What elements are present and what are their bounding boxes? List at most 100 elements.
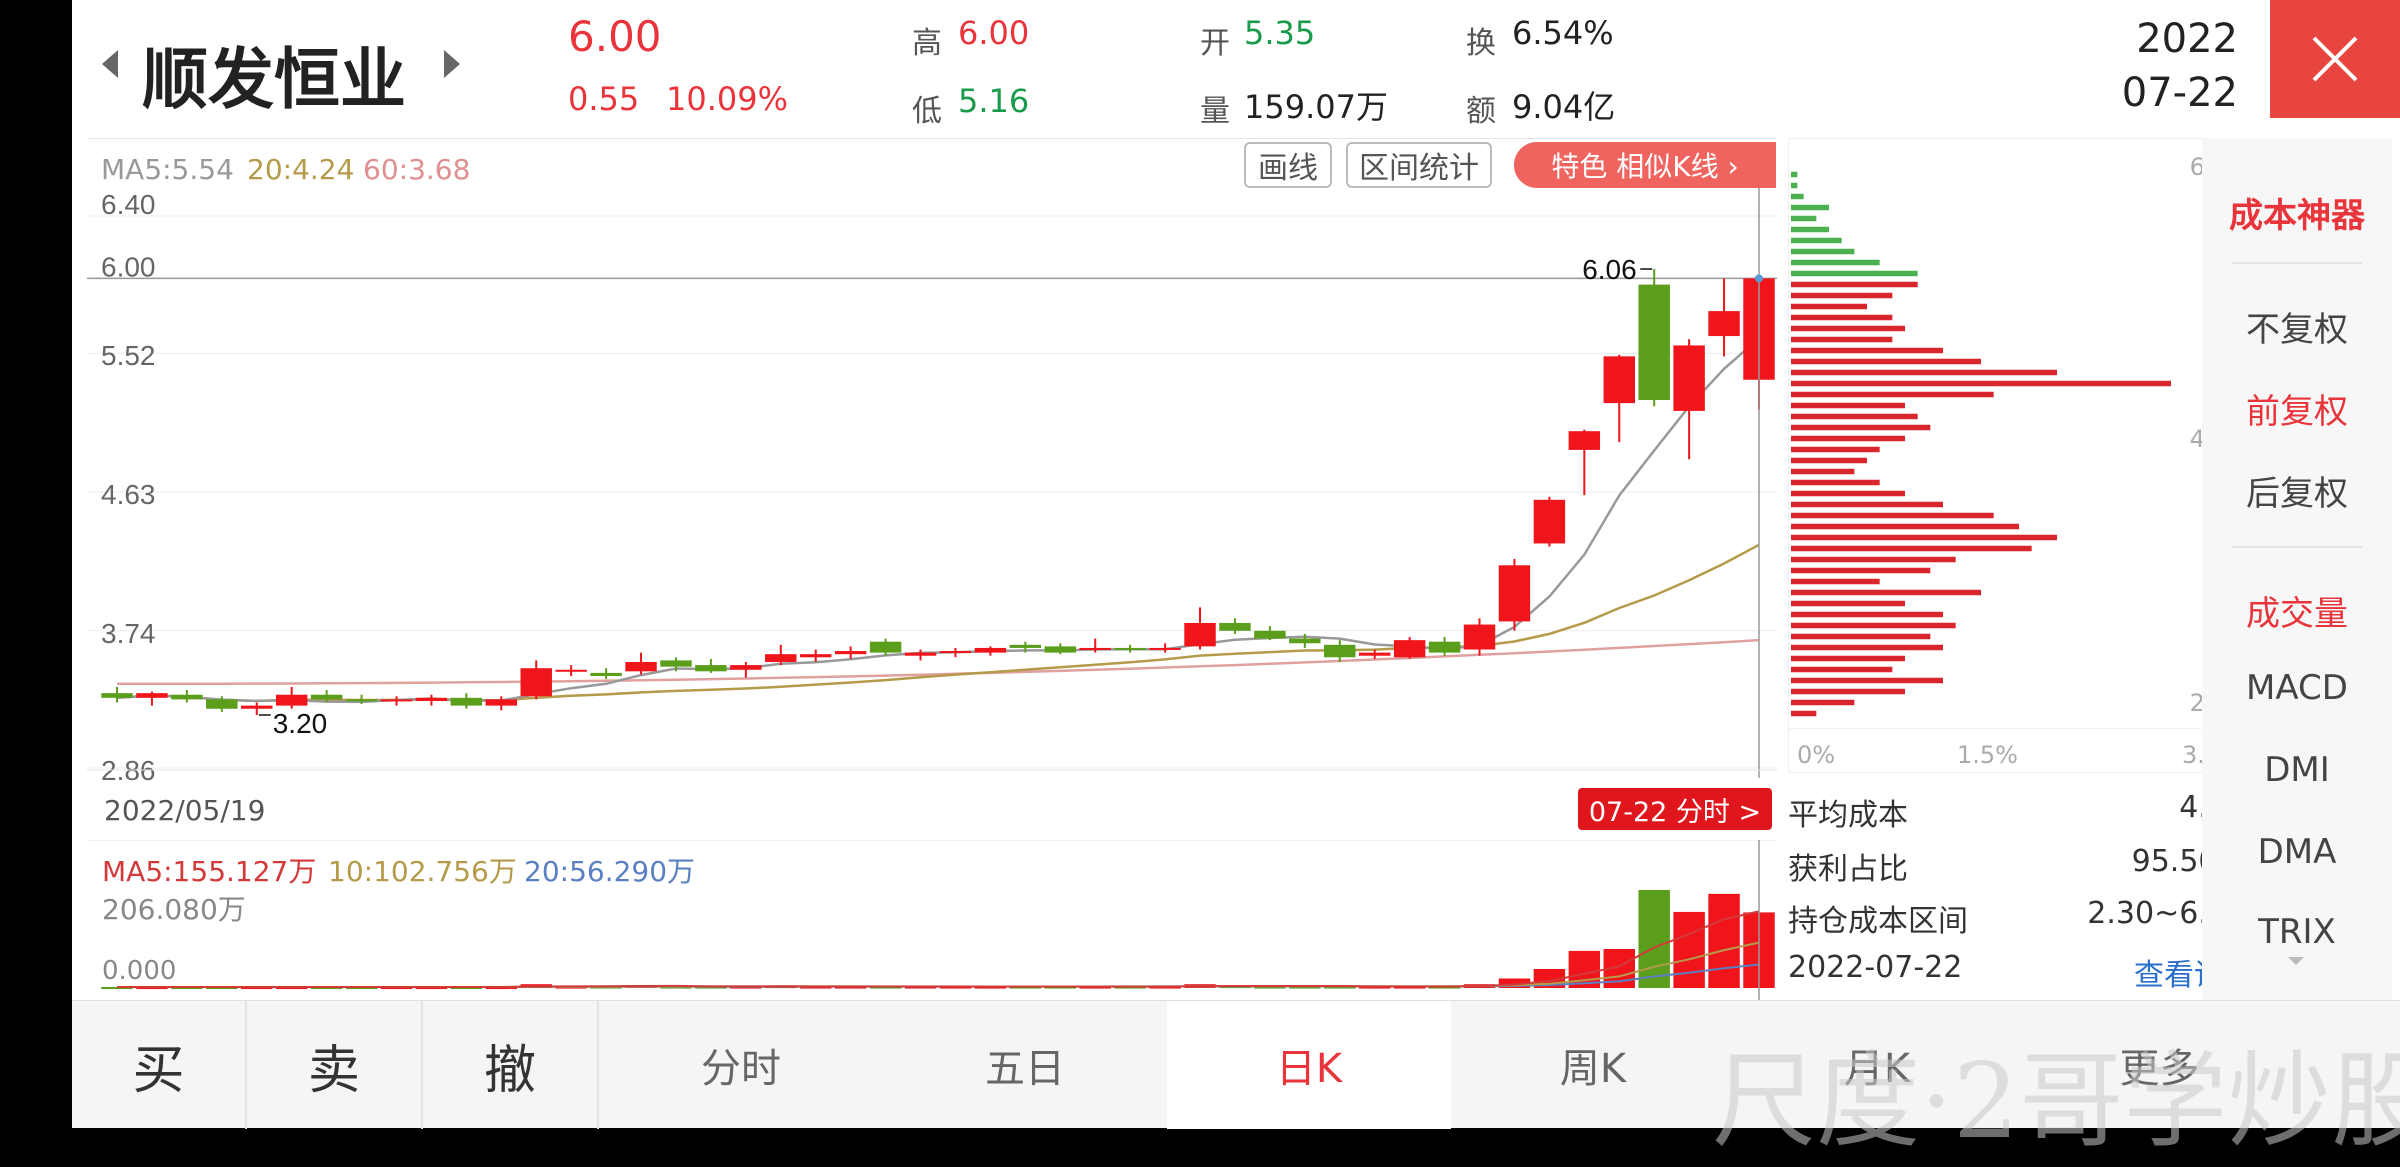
volume-bar xyxy=(206,987,238,990)
tab-daily-k[interactable]: 日K xyxy=(1167,1001,1451,1129)
candle-body xyxy=(171,694,203,700)
candle-body xyxy=(1254,630,1286,639)
min-price-label: 3.20 xyxy=(273,708,328,739)
candle-body xyxy=(101,693,133,698)
ma5-line xyxy=(116,337,1760,704)
turnover-label: 换 xyxy=(1466,26,1496,61)
pre-adjust-button[interactable]: 前复权 xyxy=(2246,392,2348,432)
tab-intraday[interactable]: 分时 xyxy=(701,1046,781,1092)
dist-bar xyxy=(1791,688,1905,695)
tab-five-day[interactable]: 五日 xyxy=(985,1046,1065,1092)
dist-bar xyxy=(1791,336,1893,343)
vol-ma5-line xyxy=(117,910,1760,988)
tab-weekly-k[interactable]: 周K xyxy=(1559,1046,1627,1092)
y-axis-label: 3.74 xyxy=(101,618,156,649)
candle-body xyxy=(834,651,867,655)
volume-bar xyxy=(171,987,203,990)
dmi-indicator-button[interactable]: DMI xyxy=(2264,750,2330,790)
y-axis-label: 4.63 xyxy=(101,479,156,510)
stats-date-row: 2022-07-22 查看详情 xyxy=(1788,950,2258,993)
candle-body xyxy=(1498,565,1531,622)
dist-bar xyxy=(1791,589,1981,596)
cost-tool-button[interactable]: 成本神器 xyxy=(2229,196,2365,236)
similar-kline-button[interactable]: 特色 相似K线 › xyxy=(1514,142,1776,188)
cancel-order-button[interactable]: 撤 xyxy=(423,1001,599,1129)
close-button[interactable] xyxy=(2270,0,2400,118)
dist-bar xyxy=(1791,666,1893,673)
profit-ratio-label: 获利占比 xyxy=(1788,852,1908,887)
dist-bar xyxy=(1791,204,1829,211)
low-label: 低 xyxy=(912,94,942,129)
forward-arrow-icon[interactable] xyxy=(442,48,462,84)
ma20-legend: 20:4.24 xyxy=(247,153,355,186)
volume-bar xyxy=(380,987,413,990)
candle-body xyxy=(1393,640,1426,658)
candle-body xyxy=(136,693,168,698)
candle-body xyxy=(1114,647,1146,650)
candle-body xyxy=(1009,644,1042,648)
back-arrow-icon[interactable] xyxy=(100,48,120,84)
dist-bar xyxy=(1791,281,1918,288)
volume-bar xyxy=(310,987,343,990)
macd-indicator-button[interactable]: MACD xyxy=(2246,668,2348,708)
high-value: 6.00 xyxy=(958,14,1030,52)
dist-bar xyxy=(1791,424,1931,431)
volume-bar xyxy=(415,987,448,990)
volume-chart xyxy=(87,840,1777,1000)
volume-bar xyxy=(1708,893,1740,988)
dist-bar xyxy=(1791,193,1804,200)
tab-monthly-k[interactable]: 月K xyxy=(1843,1046,1911,1092)
volume-bar xyxy=(1289,986,1321,989)
dist-x-1: 1.5% xyxy=(1957,741,2018,769)
candle-body xyxy=(869,641,902,653)
vol-ma10-legend: 10:102.756万 xyxy=(328,855,517,888)
dist-bar xyxy=(1791,292,1893,299)
intraday-button[interactable]: 07-22 分时 > xyxy=(1578,788,1772,830)
volume-bar xyxy=(1638,890,1670,988)
range-stats-button[interactable]: 区间统计 xyxy=(1346,142,1492,188)
vol-ma5-legend: MA5:155.127万 xyxy=(102,855,317,888)
dist-bar xyxy=(1791,435,1905,442)
volume-bar xyxy=(275,987,308,990)
dist-bar xyxy=(1791,556,1956,563)
dist-bar xyxy=(1791,369,2057,376)
volume-bar xyxy=(1498,978,1531,988)
candle-body xyxy=(1044,646,1076,653)
no-adjust-button[interactable]: 不复权 xyxy=(2246,310,2348,350)
draw-line-button[interactable]: 画线 xyxy=(1244,142,1332,188)
buy-button[interactable]: 买 xyxy=(72,1001,247,1129)
candle-body xyxy=(800,654,832,658)
open-value: 5.35 xyxy=(1244,14,1316,52)
dist-bar xyxy=(1791,215,1817,222)
dist-bar xyxy=(1791,567,1931,574)
volume-bar xyxy=(1358,986,1391,989)
dist-bar xyxy=(1791,402,1905,409)
candle-body xyxy=(206,699,238,709)
dist-x-0: 0% xyxy=(1797,741,1836,769)
ma5-legend: MA5:5.54 xyxy=(101,153,234,186)
candle-body xyxy=(1533,499,1566,544)
volume-indicator-button[interactable]: 成交量 xyxy=(2246,594,2348,634)
amount-value: 9.04亿 xyxy=(1512,88,1616,126)
candle-body xyxy=(1463,624,1496,650)
chevron-down-icon[interactable] xyxy=(2286,952,2306,971)
dist-bar xyxy=(1791,545,2032,552)
candle-body xyxy=(1358,652,1391,656)
candle-body xyxy=(660,660,692,667)
trix-indicator-button[interactable]: TRIX xyxy=(2258,912,2336,952)
candle-body xyxy=(730,665,762,670)
dist-bar xyxy=(1791,677,1943,684)
cost-range-row: 持仓成本区间 2.30~6.90 xyxy=(1788,896,2258,940)
post-adjust-button[interactable]: 后复权 xyxy=(2246,474,2348,514)
dist-bar xyxy=(1791,248,1855,255)
dist-bar xyxy=(1791,600,1905,607)
tab-more[interactable]: 更多 xyxy=(2119,1046,2200,1092)
vol-max-label: 206.080万 xyxy=(102,893,246,926)
candle-body xyxy=(1219,622,1251,631)
ma60-line xyxy=(117,638,1760,686)
candle-body xyxy=(625,661,657,672)
kline-chart-panel[interactable]: MA5:5.54 20:4.24 60:3.68 xyxy=(87,138,1775,788)
dma-indicator-button[interactable]: DMA xyxy=(2257,832,2337,872)
sell-button[interactable]: 卖 xyxy=(247,1001,423,1129)
stats-date: 2022-07-22 xyxy=(1788,950,1963,985)
